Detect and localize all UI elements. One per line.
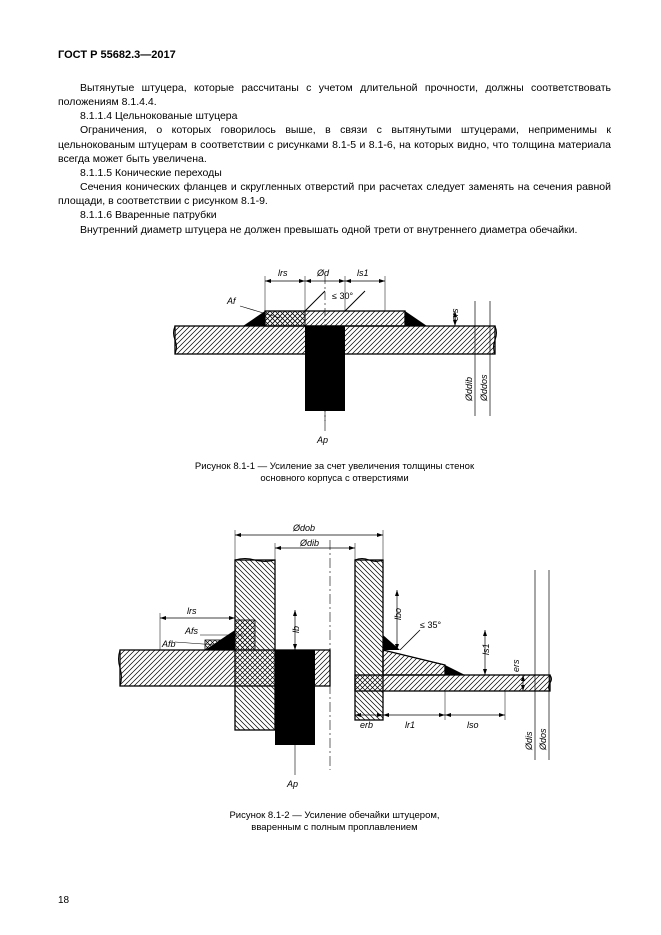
dim-label: erb (360, 720, 373, 730)
figure-svg: Ødob Ødib lrs lbo Afb Afs lb ≤ 35° ls1 l… (105, 500, 565, 800)
body-text: Вытянутые штуцера, которые рассчитаны с … (58, 81, 611, 237)
caption-line: Рисунок 8.1-1 — Усиление за счет увеличе… (195, 461, 474, 472)
dim-label: lb (291, 626, 301, 633)
dim-label: Ap (286, 779, 298, 789)
dim-label: Ødos (538, 728, 548, 751)
dim-label: Øddib (464, 377, 474, 402)
para: Внутренний диаметр штуцера не должен пре… (58, 223, 611, 237)
page-number: 18 (58, 894, 69, 908)
dim-label: lrs (187, 606, 197, 616)
dim-label: ≤ 30° (332, 291, 353, 301)
dim-label: Af (226, 296, 237, 306)
para: Вытянутые штуцера, которые рассчитаны с … (58, 81, 611, 109)
dim-label: Ødib (299, 538, 319, 548)
dim-label: Afs (184, 626, 199, 636)
figure-8-1-2: Ødob Ødib lrs lbo Afb Afs lb ≤ 35° ls1 l… (58, 500, 611, 835)
para: 8.1.1.5 Конические переходы (58, 166, 611, 180)
dim-label: lrs (278, 268, 288, 278)
dim-label: lr1 (405, 720, 415, 730)
caption-line: основного корпуса с отверстиями (260, 473, 408, 484)
dim-label: ls1 (357, 268, 369, 278)
dim-label: Ødob (292, 523, 315, 533)
para: 8.1.1.4 Цельнокованые штуцера (58, 109, 611, 123)
dim-label: ≤ 35° (420, 620, 441, 630)
caption-line: вваренным с полным проплавлением (251, 822, 417, 833)
doc-header: ГОСТ Р 55682.3—2017 (58, 48, 611, 63)
para: 8.1.1.6 Вваренные патрубки (58, 208, 611, 222)
caption-line: Рисунок 8.1-2 — Усиление обечайки штуцер… (229, 810, 439, 821)
dim-label: lbo (393, 608, 403, 620)
figure-svg: lrs Ød ls1 ≤ 30° Af ers Øddib Øddos Ap (155, 251, 515, 451)
para: Ограничения, о которых говорилось выше, … (58, 123, 611, 166)
figure-caption: Рисунок 8.1-2 — Усиление обечайки штуцер… (58, 810, 611, 835)
dim-label: Ap (316, 435, 328, 445)
figure-caption: Рисунок 8.1-1 — Усиление за счет увеличе… (58, 461, 611, 486)
dim-label: Afb (161, 639, 176, 649)
dim-label: Ød (316, 268, 330, 278)
dim-label: lbi (291, 702, 301, 712)
dim-label: ls1 (481, 643, 491, 655)
dim-label: ers (511, 659, 521, 672)
page: ГОСТ Р 55682.3—2017 Вытянутые штуцера, к… (0, 0, 661, 935)
para: Сечения конических фланцев и скругленных… (58, 180, 611, 208)
dim-label: Øddos (479, 374, 489, 402)
dim-label: Ødis (524, 731, 534, 751)
dim-label: lso (467, 720, 479, 730)
dim-label: ers (450, 308, 460, 321)
figure-8-1-1: lrs Ød ls1 ≤ 30° Af ers Øddib Øddos Ap Р… (58, 251, 611, 486)
